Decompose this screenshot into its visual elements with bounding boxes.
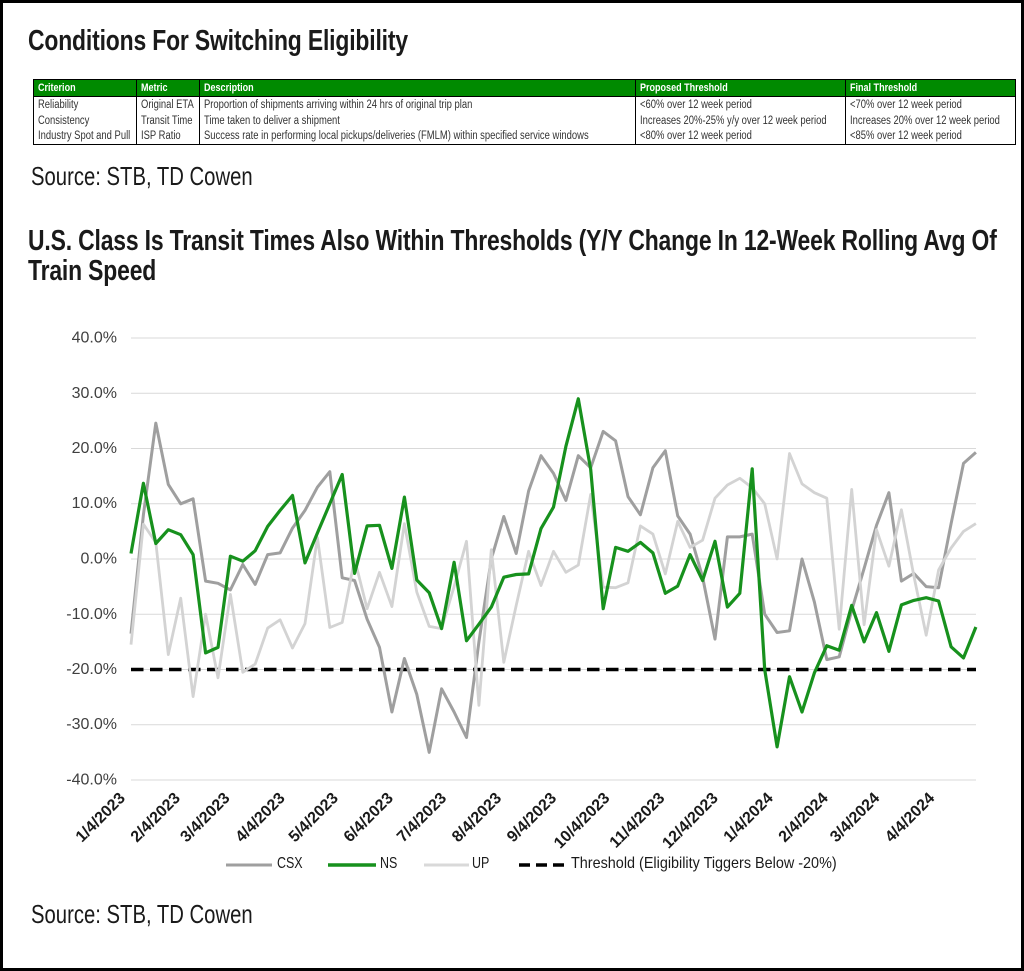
- svg-text:7/4/2023: 7/4/2023: [394, 790, 450, 846]
- svg-text:11/4/2023: 11/4/2023: [607, 790, 669, 852]
- svg-text:-10.0%: -10.0%: [66, 606, 117, 623]
- svg-text:10.0%: 10.0%: [72, 495, 117, 512]
- svg-text:4/4/2024: 4/4/2024: [882, 790, 938, 846]
- svg-text:-30.0%: -30.0%: [66, 716, 117, 733]
- svg-text:UP: UP: [472, 855, 489, 873]
- svg-text:6/4/2023: 6/4/2023: [341, 790, 397, 846]
- svg-text:5/4/2023: 5/4/2023: [286, 790, 342, 846]
- svg-text:CSX: CSX: [277, 855, 303, 873]
- svg-text:NS: NS: [380, 855, 397, 873]
- svg-text:30.0%: 30.0%: [72, 385, 117, 402]
- svg-text:2/4/2024: 2/4/2024: [776, 790, 832, 846]
- svg-text:3/4/2023: 3/4/2023: [177, 790, 233, 846]
- svg-text:Threshold (Eligibility Tiggers: Threshold (Eligibility Tiggers Below -20…: [571, 854, 837, 872]
- svg-text:1/4/2023: 1/4/2023: [73, 790, 129, 846]
- svg-text:40.0%: 40.0%: [72, 330, 117, 347]
- svg-text:12/4/2023: 12/4/2023: [659, 790, 721, 852]
- svg-text:9/4/2023: 9/4/2023: [504, 790, 560, 846]
- svg-text:20.0%: 20.0%: [72, 440, 117, 457]
- svg-text:2/4/2023: 2/4/2023: [128, 790, 184, 846]
- svg-text:3/4/2024: 3/4/2024: [827, 790, 883, 846]
- svg-text:1/4/2024: 1/4/2024: [721, 790, 777, 846]
- svg-text:10/4/2023: 10/4/2023: [551, 790, 613, 852]
- svg-text:4/4/2023: 4/4/2023: [233, 790, 289, 846]
- svg-text:0.0%: 0.0%: [81, 551, 117, 568]
- svg-text:8/4/2023: 8/4/2023: [449, 790, 505, 846]
- svg-text:-40.0%: -40.0%: [66, 772, 117, 789]
- svg-text:-20.0%: -20.0%: [66, 661, 117, 678]
